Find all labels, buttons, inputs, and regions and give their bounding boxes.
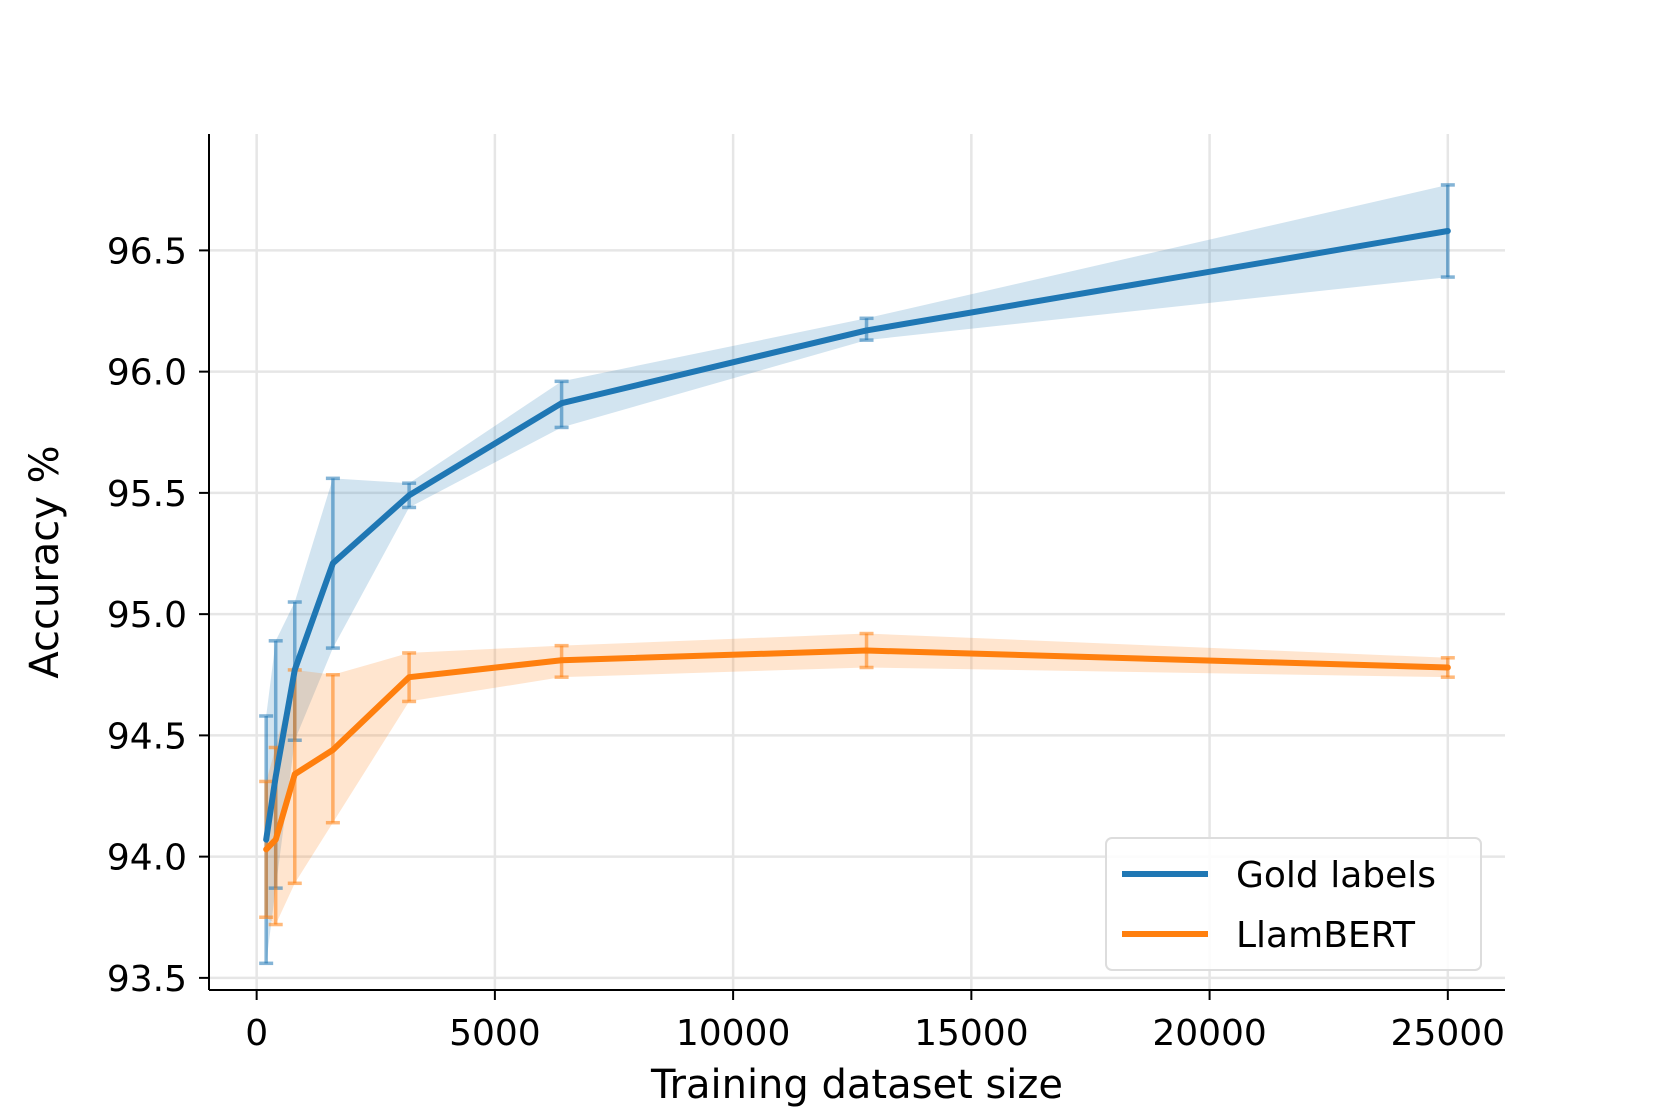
legend-label: LlamBERT xyxy=(1236,915,1416,956)
x-tick-label: 15000 xyxy=(914,1013,1029,1054)
x-tick-label: 0 xyxy=(245,1013,268,1054)
gold-labels-line xyxy=(263,227,1451,843)
legend: Gold labels LlamBERT xyxy=(1105,837,1482,971)
gold-labels-error-band xyxy=(266,184,1448,964)
x-tick-label: 10000 xyxy=(676,1013,791,1054)
legend-label: Gold labels xyxy=(1236,855,1436,896)
axes xyxy=(208,134,1505,991)
y-tick-label: 93.5 xyxy=(107,959,187,1000)
x-axis-label: Training dataset size xyxy=(650,1062,1063,1108)
grid xyxy=(209,134,1505,990)
y-tick-label: 96.5 xyxy=(107,231,187,272)
y-tick-label: 95.0 xyxy=(107,595,187,636)
y-tick-label: 94.0 xyxy=(107,838,187,879)
y-tick-label: 94.5 xyxy=(107,716,187,757)
y-tick-label: 96.0 xyxy=(107,353,187,394)
x-tick-label: 5000 xyxy=(449,1013,541,1054)
ticks: 0 5000 10000 15000 20000 25000 93.5 94.0 94.5 95.… xyxy=(107,231,1505,1054)
x-tick-label: 20000 xyxy=(1152,1013,1267,1054)
x-tick-label: 25000 xyxy=(1391,1013,1506,1054)
y-axis-label: Accuracy % xyxy=(22,445,68,678)
llambert-line xyxy=(263,647,1451,853)
y-tick-label: 95.5 xyxy=(107,474,187,515)
series-lines xyxy=(263,227,1451,853)
